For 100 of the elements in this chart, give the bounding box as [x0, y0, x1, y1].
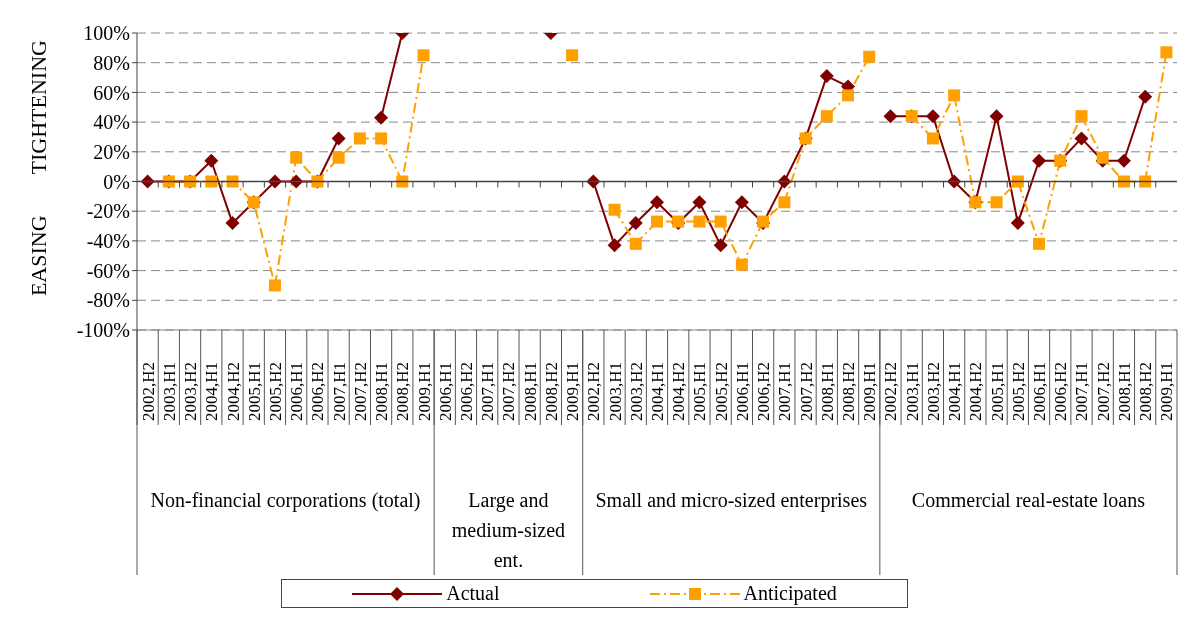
x-tick-label: 2006,H2 — [1051, 361, 1071, 421]
legend-label: Anticipated — [742, 582, 837, 605]
x-tick-label: 2007,H2 — [499, 361, 519, 421]
x-tick-label: 2006,H2 — [456, 361, 476, 421]
point — [734, 195, 749, 210]
x-tick-label: 2009,H1 — [563, 361, 583, 421]
y-tick-label: 20% — [93, 140, 130, 163]
point — [926, 132, 939, 145]
text: Large and medium-sized ent. — [450, 488, 567, 573]
point — [204, 153, 219, 168]
x-tick-label: 2004,H1 — [648, 361, 667, 421]
x-tick-label: 2003,H2 — [181, 361, 201, 421]
x-tick-label: 2006,H1 — [1030, 361, 1050, 421]
x-tick-label: 2007,H2 — [350, 361, 370, 421]
point — [1160, 46, 1173, 59]
point — [332, 151, 345, 164]
point — [820, 110, 833, 123]
text: Commercial real-estate loans — [910, 488, 1147, 513]
point — [1010, 216, 1025, 231]
point — [290, 151, 303, 164]
point — [225, 216, 240, 231]
x-tick-label: 2007,H1 — [775, 361, 795, 421]
x-tick-label: 2006,H1 — [287, 361, 307, 421]
x-tick-label: 2009,H1 — [414, 361, 434, 421]
y-tick-label: 0% — [103, 170, 130, 193]
x-tick-label: 2003,H2 — [923, 361, 943, 421]
point — [1116, 153, 1131, 168]
x-tick-label: 2006,H2 — [308, 361, 328, 421]
y-tick-label: 80% — [93, 51, 130, 74]
point — [608, 203, 621, 216]
x-tick-label: 2003,H1 — [902, 361, 922, 421]
point — [566, 49, 579, 62]
text: Non-financial corporations (total) — [149, 488, 422, 514]
point — [374, 110, 389, 125]
x-tick-label: 2007,H1 — [1072, 361, 1092, 421]
y-tick-label: -100% — [76, 319, 130, 342]
x-tick-label: 2002,H2 — [138, 361, 158, 421]
point — [1011, 175, 1024, 188]
y-tick-label: 40% — [93, 111, 130, 134]
x-tick-label: 2002,H2 — [881, 361, 901, 421]
x-tick-label: 2004,H2 — [669, 361, 689, 421]
point — [842, 89, 855, 102]
x-tick-label: 2003,H2 — [626, 361, 646, 421]
point — [1139, 175, 1152, 188]
y-tick-label: 60% — [93, 81, 130, 104]
x-tick-label: 2002,H2 — [584, 361, 604, 421]
x-tick-label: 2004,H1 — [945, 361, 965, 421]
x-tick-label: 2005,H2 — [711, 361, 731, 421]
point — [1032, 153, 1047, 168]
point — [226, 175, 239, 188]
x-tick-label: 2005,H1 — [987, 361, 1007, 421]
y-tick-label: -60% — [86, 259, 130, 282]
x-tick-label: 2007,H1 — [329, 361, 349, 421]
point — [989, 109, 1004, 124]
point — [1096, 151, 1109, 164]
point — [628, 216, 643, 231]
x-tick-label: 2005,H1 — [244, 361, 264, 421]
x-tick-label: 2003,H1 — [159, 361, 179, 421]
point — [607, 238, 622, 253]
point — [353, 132, 366, 145]
y-tick-label: -80% — [86, 289, 130, 312]
x-tick-label: 2008,H2 — [839, 361, 859, 421]
x-tick-label: 2009,H1 — [860, 361, 880, 421]
point — [1033, 237, 1046, 250]
point — [713, 238, 728, 253]
x-tick-label: 2008,H1 — [372, 361, 392, 421]
point — [778, 196, 791, 209]
x-tick-label: 2006,H2 — [754, 361, 774, 421]
point — [205, 175, 218, 188]
x-tick-label: 2006,H1 — [732, 361, 752, 421]
point — [714, 215, 727, 228]
x-tick-label: 2007,H1 — [478, 361, 498, 421]
x-tick-label: 2008,H2 — [541, 361, 561, 421]
point — [819, 69, 834, 84]
legend-label: Actual — [445, 582, 500, 605]
point — [268, 279, 281, 292]
x-tick-label: 2008,H1 — [817, 361, 837, 421]
text: EASING TIGHTENING — [26, 40, 51, 297]
point — [650, 195, 664, 210]
x-tick-label: 2008,H2 — [1136, 361, 1156, 421]
x-tick-label: 2008,H1 — [520, 361, 540, 421]
point — [629, 237, 642, 250]
x-tick-label: 2008,H1 — [1114, 361, 1134, 421]
point — [331, 131, 346, 146]
point — [1074, 131, 1089, 146]
point — [1138, 89, 1153, 104]
x-tick-label: 2004,H1 — [202, 361, 222, 421]
x-tick-label: 2005,H2 — [265, 361, 285, 421]
y-tick-label: 100% — [83, 22, 130, 45]
point — [693, 215, 706, 228]
point — [990, 196, 1003, 209]
point — [375, 132, 388, 145]
x-tick-label: 2004,H2 — [223, 361, 243, 421]
y-tick-label: -20% — [86, 200, 130, 223]
point — [1075, 110, 1088, 123]
x-tick-label: 2004,H2 — [966, 361, 986, 421]
point — [692, 195, 707, 210]
point — [735, 258, 748, 271]
point — [417, 49, 430, 62]
x-tick-label: 2008,H2 — [393, 361, 413, 421]
